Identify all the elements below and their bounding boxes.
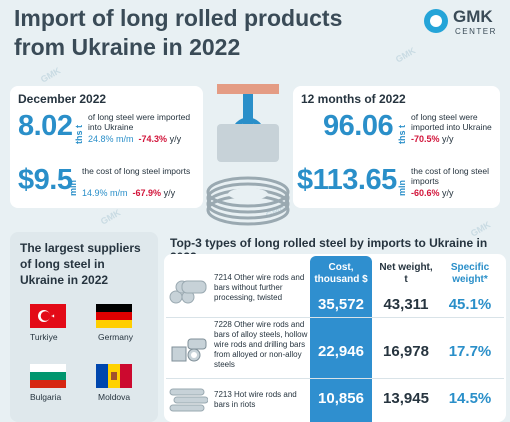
logo-text: GMK [453, 7, 493, 26]
year-cost-value: $113.65 [297, 164, 397, 196]
december-cost-desc: the cost of long steel imports [82, 166, 191, 176]
row-2-share: 17.7% [448, 343, 492, 360]
wire-coil-icon [206, 84, 290, 226]
country-label-turkiye: Turkiye [30, 332, 58, 342]
december-steel-unit: ths t [74, 125, 84, 144]
year-steel-value: 96.06 [323, 110, 394, 142]
germany-flag-icon [96, 304, 132, 328]
watermark: GMK [38, 65, 63, 85]
title-line-2: from Ukraine in 2022 [14, 34, 241, 60]
wire-coil-rings [206, 176, 290, 226]
december-cost-change: 14.9% m/m -67.9% y/y [82, 188, 202, 199]
cost-column-highlight [310, 256, 372, 422]
suppliers-title: The largest suppliers of long steel in U… [20, 241, 141, 287]
row-1-cost: 35,572 [318, 296, 364, 313]
year-panel: 12 months of 2022 96.06 ths t of long st… [293, 86, 500, 208]
december-steel-desc: of long steel were imported into Ukraine [88, 112, 191, 132]
row-2-weight: 16,978 [383, 343, 429, 360]
yy-suffix: y/y [163, 188, 176, 198]
watermark: GMK [393, 45, 418, 65]
pipe-bundle-icon [171, 338, 207, 362]
december-cost-mm: 14.9% m/m [82, 188, 128, 198]
row-1-share: 45.1% [448, 296, 492, 313]
december-steel-yy: -74.3% [138, 134, 168, 144]
december-cost-yy: -67.9% [132, 188, 162, 198]
yy-suffix: y/y [169, 134, 182, 144]
december-steel-value: 8.02 [18, 110, 73, 142]
moldova-flag-icon [96, 364, 132, 388]
header-weight: Net weight, t [379, 262, 433, 285]
december-cost-value: $9.5 [18, 164, 73, 196]
december-cost-unit: mln [68, 179, 78, 196]
bar-stack-icon [169, 388, 208, 412]
december-steel-yy-wrap: -74.3% y/y [139, 134, 182, 144]
page-title: Import of long rolled products from Ukra… [14, 4, 394, 62]
year-steel-unit: ths t [397, 125, 407, 144]
december-cost-yy-wrap: -67.9% y/y [133, 188, 176, 198]
row-3-weight: 13,945 [383, 390, 429, 407]
bulgaria-flag-icon [30, 364, 66, 388]
yy-suffix: y/y [442, 188, 454, 198]
row-3-desc: 7213 Hot wire rods and bars in riots [214, 390, 297, 409]
row-1-desc: 7214 Other wire rods and bars without fu… [214, 273, 305, 302]
year-label: 12 months of 2022 [301, 92, 406, 106]
yy-suffix: y/y [442, 134, 454, 144]
row-separator [166, 378, 504, 379]
gmk-logo[interactable]: GMK CENTER [424, 6, 504, 40]
row-3-cost: 10,856 [318, 390, 364, 407]
year-cost-change: -60.6% y/y [411, 188, 454, 199]
header-share: Specific weight* [450, 262, 490, 285]
december-steel-mm: 24.8% m/m [88, 134, 134, 144]
rebar-bundle-icon [169, 280, 207, 304]
coil-hole [228, 188, 268, 200]
row-1-weight: 43,311 [383, 296, 429, 313]
december-panel: December 2022 8.02 ths t of long steel w… [10, 86, 203, 208]
december-label: December 2022 [18, 92, 107, 106]
year-steel-change: -70.5% y/y [411, 134, 454, 145]
watermark: GMK [98, 207, 123, 227]
year-steel-yy: -70.5% [411, 134, 440, 144]
country-label-germany: Germany [98, 332, 133, 342]
december-steel-change: 24.8% m/m -74.3% y/y [88, 134, 203, 145]
crane-beam [217, 84, 279, 94]
country-label-moldova: Moldova [98, 392, 131, 402]
header-cost: Cost, thousand $ [314, 262, 368, 285]
turkiye-flag-icon [30, 304, 66, 328]
gmk-logo-icon [424, 9, 448, 33]
year-cost-yy: -60.6% [411, 188, 440, 198]
row-2-cost: 22,946 [318, 343, 364, 360]
country-label-bulgaria: Bulgaria [30, 392, 62, 402]
year-steel-desc: of long steel were imported into Ukraine [411, 112, 492, 132]
year-cost-desc: the cost of long steel imports [411, 166, 489, 186]
logo-subtext: CENTER [455, 27, 497, 36]
crane-hook-icon [243, 94, 253, 124]
suppliers-panel: The largest suppliers of long steel in U… [10, 232, 158, 422]
row-separator [166, 317, 504, 318]
row-2-desc: 7228 Other wire rods and bars of alloy s… [214, 320, 308, 369]
year-cost-unit: mln [397, 179, 407, 196]
coil-top [217, 124, 279, 162]
row-3-share: 14.5% [448, 390, 492, 407]
title-line-1: Import of long rolled products [14, 5, 343, 31]
